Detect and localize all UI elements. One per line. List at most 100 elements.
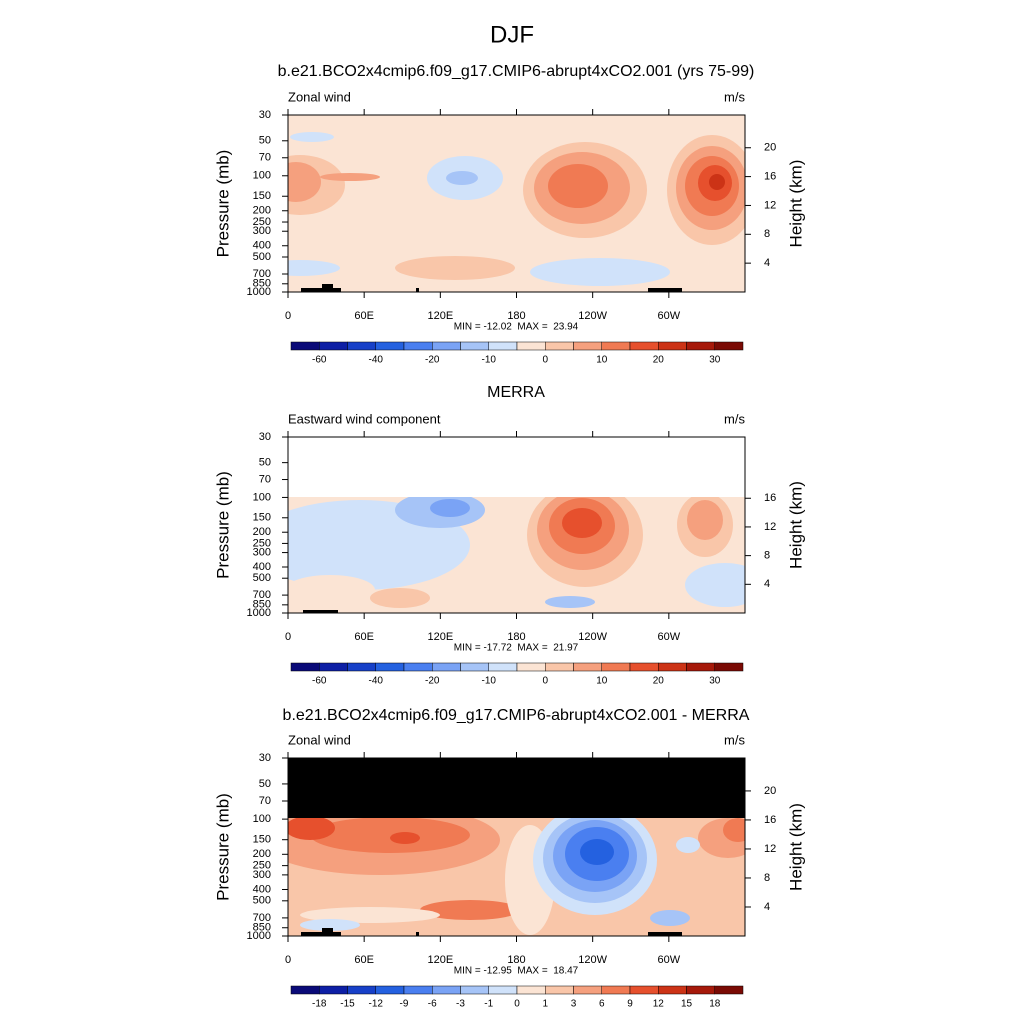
- panel-title: MERRA: [487, 384, 545, 401]
- y-tick-label: 1000: [247, 607, 271, 619]
- y2-axis-title: Height (km): [786, 481, 805, 569]
- x-tick-label: 60W: [658, 310, 681, 322]
- x-tick-label: 180: [507, 631, 525, 643]
- y2-tick-label: 4: [764, 901, 770, 913]
- y-tick-label: 250: [253, 860, 271, 872]
- colorbar-label: -1: [484, 999, 493, 1010]
- left-label: Zonal wind: [288, 89, 351, 104]
- colorbar-box: [658, 341, 687, 351]
- colorbar-label: 30: [709, 676, 721, 687]
- colorbar-box: [432, 341, 461, 351]
- panel-title: b.e21.BCO2x4cmip6.f09_g17.CMIP6-abrupt4x…: [278, 63, 755, 80]
- colorbar-box: [516, 341, 546, 351]
- y-tick-label: 200: [253, 205, 271, 217]
- colorbar-box: [403, 985, 433, 995]
- colorbar-box: [488, 341, 518, 351]
- colorbar-box: [290, 341, 320, 351]
- y-tick-label: 200: [253, 848, 271, 860]
- colorbar-label: 30: [709, 355, 721, 366]
- y-tick-label: 30: [259, 109, 271, 121]
- colorbar-box: [545, 662, 574, 672]
- colorbar-label: -10: [482, 676, 497, 687]
- colorbar-label: -40: [369, 676, 384, 687]
- colorbar-label: -20: [425, 676, 440, 687]
- x-tick-label: 120E: [427, 310, 453, 322]
- y-tick-label: 50: [259, 135, 271, 147]
- x-tick-label: 60W: [658, 631, 681, 643]
- colorbar-box: [319, 341, 348, 351]
- colorbar-box: [601, 662, 631, 672]
- contour-field: [288, 115, 745, 292]
- y2-tick-label: 16: [764, 171, 776, 183]
- y2-tick-label: 16: [764, 492, 776, 504]
- y-tick-label: 70: [259, 473, 271, 485]
- colorbar-label: 0: [514, 999, 520, 1010]
- y-tick-label: 400: [253, 883, 271, 895]
- colorbar-label: -10: [482, 355, 497, 366]
- contour-field: [288, 818, 745, 936]
- colorbar-box: [290, 662, 320, 672]
- colorbar-box: [686, 341, 715, 351]
- colorbar-box: [460, 341, 489, 351]
- x-tick-label: 120E: [427, 631, 453, 643]
- left-label: Zonal wind: [288, 732, 351, 747]
- colorbar-box: [629, 341, 659, 351]
- y2-tick-label: 12: [764, 199, 776, 211]
- colorbar-box: [629, 985, 659, 995]
- y2-axis-title: Height (km): [786, 803, 805, 891]
- stats: MIN = -17.72 MAX = 21.97: [454, 643, 579, 654]
- y-tick-label: 500: [253, 895, 271, 907]
- y-tick-label: 200: [253, 526, 271, 538]
- colorbar-label: -9: [400, 999, 409, 1010]
- colorbar-box: [573, 985, 602, 995]
- colorbar-label: 10: [596, 676, 608, 687]
- colorbar-box: [290, 985, 320, 995]
- x-tick-label: 60W: [658, 954, 681, 966]
- colorbar-box: [658, 985, 687, 995]
- colorbar-label: -60: [312, 355, 327, 366]
- colorbar-box: [658, 662, 687, 672]
- y2-tick-label: 20: [764, 785, 776, 797]
- panel-title: b.e21.BCO2x4cmip6.f09_g17.CMIP6-abrupt4x…: [283, 707, 750, 724]
- y-tick-label: 50: [259, 457, 271, 469]
- y-axis-title: Pressure (mb): [213, 793, 232, 901]
- y-tick-label: 300: [253, 546, 271, 558]
- colorbar-box: [629, 662, 659, 672]
- colorbar-box: [516, 985, 546, 995]
- stats: MIN = -12.02 MAX = 23.94: [454, 322, 579, 333]
- x-tick-label: 60E: [354, 310, 374, 322]
- stats: MIN = -12.95 MAX = 18.47: [454, 966, 579, 977]
- colorbar-label: -18: [312, 999, 327, 1010]
- colorbar-box: [375, 985, 405, 995]
- colorbar-label: -12: [369, 999, 384, 1010]
- colorbar-label: 20: [653, 676, 665, 687]
- colorbar-box: [375, 662, 405, 672]
- x-tick-label: 120E: [427, 954, 453, 966]
- colorbar-box: [347, 341, 376, 351]
- y-tick-label: 300: [253, 225, 271, 237]
- x-tick-label: 180: [507, 954, 525, 966]
- y-tick-label: 250: [253, 537, 271, 549]
- right-label: m/s: [724, 732, 745, 747]
- missing-region: [288, 758, 745, 818]
- y-tick-label: 850: [253, 599, 271, 611]
- colorbar-label: -3: [456, 999, 465, 1010]
- y-tick-label: 70: [259, 152, 271, 164]
- x-tick-label: 180: [507, 310, 525, 322]
- y-tick-label: 400: [253, 561, 271, 573]
- colorbar-box: [601, 341, 631, 351]
- colorbar-label: 18: [709, 999, 721, 1010]
- contour-field: [288, 497, 745, 613]
- colorbar-box: [714, 341, 744, 351]
- y2-tick-label: 12: [764, 843, 776, 855]
- colorbar-label: 20: [653, 355, 665, 366]
- y-tick-label: 250: [253, 216, 271, 228]
- y-tick-label: 70: [259, 795, 271, 807]
- colorbar-box: [403, 341, 433, 351]
- colorbar-box: [488, 662, 518, 672]
- colorbar-box: [686, 985, 715, 995]
- y2-tick-label: 8: [764, 550, 770, 562]
- colorbar-box: [601, 985, 631, 995]
- y-tick-label: 150: [253, 190, 271, 202]
